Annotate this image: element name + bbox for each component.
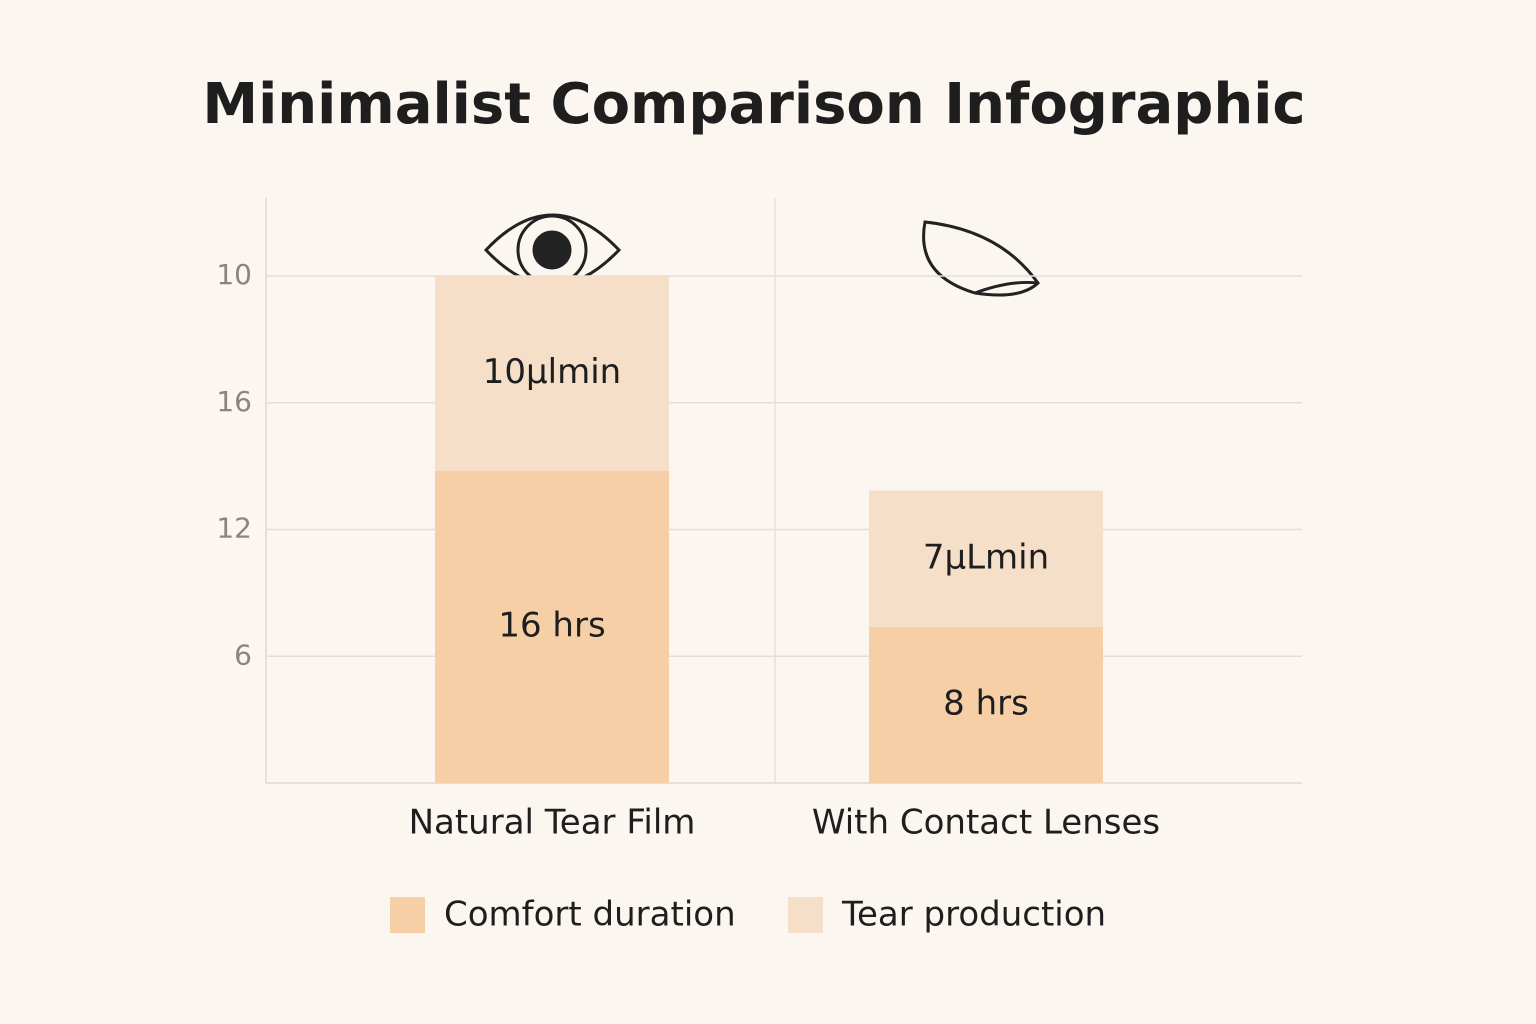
legend-swatch [390,897,425,933]
x-tick-label: With Contact Lenses [812,803,1160,843]
legend-swatch [788,897,823,933]
x-tick-label: Natural Tear Film [409,803,696,843]
legend-label: Tear production [841,895,1106,935]
data-label: 8 hrs [943,684,1029,724]
bar-segment [869,627,1103,783]
bar-segment [869,490,1103,627]
chart-title: Minimalist Comparison Infographic [202,72,1305,137]
y-tick-label: 16 [216,385,252,418]
legend-label: Comfort duration [444,895,736,935]
bar-segment [435,471,669,783]
data-label: 7μLmin [923,537,1049,577]
data-label: 10μlmin [483,352,621,392]
lens-icon [922,220,1040,297]
y-tick-label: 10 [216,258,252,291]
data-label: 16 hrs [498,606,605,646]
bar-segment [435,276,669,471]
y-tick-label: 12 [216,512,252,545]
y-tick-label: 6 [234,638,252,671]
